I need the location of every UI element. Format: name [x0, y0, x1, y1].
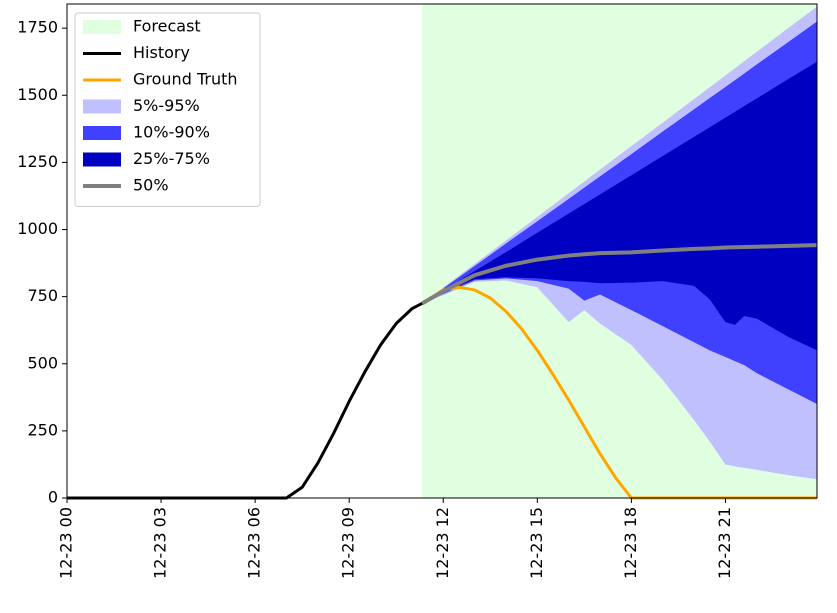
y-tick-label: 1500: [17, 85, 58, 104]
legend-box: [74, 12, 261, 207]
legend-label: History: [133, 43, 190, 62]
legend-label: 25%-75%: [133, 149, 210, 168]
legend-swatch: [83, 152, 121, 167]
legend-label: Ground Truth: [133, 70, 238, 89]
y-tick-label: 500: [27, 353, 58, 372]
legend-label: Forecast: [133, 17, 201, 36]
legend-label: 50%: [133, 176, 169, 195]
x-tick-label: 12-23 18: [621, 507, 640, 579]
x-tick-label: 12-23 15: [527, 507, 546, 579]
legend-label: 10%-90%: [133, 123, 210, 142]
legend-swatch: [83, 20, 121, 34]
y-tick-label: 1750: [17, 18, 58, 37]
series-line: [421, 243, 818, 306]
legend-swatch: [83, 99, 121, 114]
band-area: [422, 61, 817, 351]
plot-frame: [66, 3, 818, 499]
y-tick-label: 250: [27, 420, 58, 439]
legend-label: 5%-95%: [133, 96, 200, 115]
x-tick-label: 12-23 09: [339, 507, 358, 579]
legend-swatch: [83, 126, 121, 140]
x-tick-label: 12-23 03: [151, 507, 170, 579]
y-tick-label: 1000: [17, 219, 58, 238]
y-tick-label: 1250: [17, 152, 58, 171]
x-tick-label: 12-23 21: [715, 507, 734, 579]
x-tick-label: 12-23 00: [57, 507, 76, 579]
x-tick-label: 12-23 06: [245, 507, 264, 579]
series-line: [67, 302, 423, 500]
y-tick-label: 0: [48, 488, 58, 507]
y-tick-label: 750: [27, 286, 58, 305]
x-tick-label: 12-23 12: [433, 507, 452, 579]
